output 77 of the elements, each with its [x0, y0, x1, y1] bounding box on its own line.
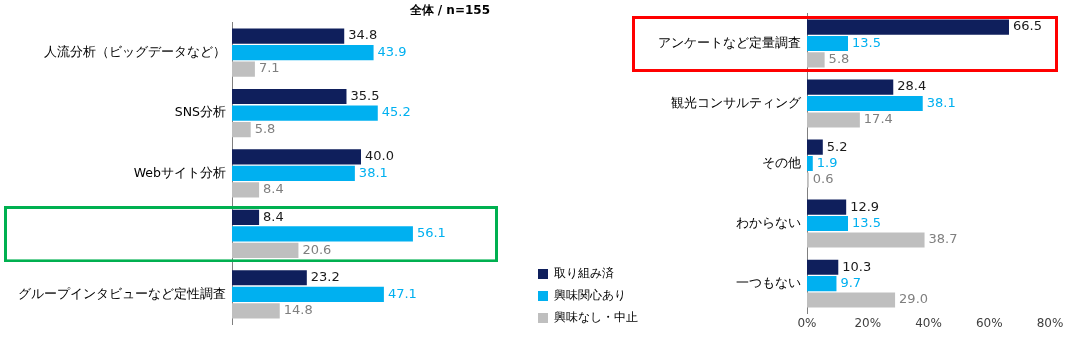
y-tick-label: SNS分析 — [174, 104, 226, 120]
y-tick-label: アンケートなど定量調査 — [658, 34, 801, 50]
y-tick-label: わからない — [736, 214, 801, 230]
bar — [232, 45, 374, 61]
bar — [807, 19, 1009, 35]
y-tick-label: グループインタビューなど定性調査 — [18, 285, 226, 301]
y-tick-label: 一つもない — [736, 274, 801, 290]
data-label: 43.9 — [377, 43, 407, 59]
bar — [232, 105, 378, 121]
data-label: 47.1 — [387, 285, 417, 301]
bar — [807, 199, 847, 215]
bar — [807, 216, 849, 232]
data-label: 45.2 — [381, 104, 411, 120]
data-label: 10.3 — [842, 258, 872, 274]
data-label: 13.5 — [852, 214, 881, 230]
bar — [807, 276, 837, 292]
data-label: 38.7 — [928, 231, 958, 247]
data-label: 0.6 — [812, 171, 834, 187]
y-tick-label: Webサイト分析 — [133, 164, 226, 180]
bar — [232, 165, 355, 182]
bar — [807, 292, 896, 308]
x-tick-label: 40% — [915, 315, 942, 330]
data-label: 66.5 — [1012, 18, 1042, 34]
y-tick-label: 人流分析（ビッグデータなど） — [44, 43, 226, 59]
data-label: 28.4 — [897, 78, 927, 94]
data-label: 13.5 — [852, 34, 881, 50]
bar — [232, 270, 307, 286]
legend-label: 取り組み済 — [554, 266, 614, 281]
data-label: 34.8 — [348, 27, 378, 43]
bar — [807, 156, 813, 172]
bar — [807, 35, 849, 52]
data-label: 5.2 — [826, 138, 848, 154]
bar — [232, 226, 413, 242]
bar — [807, 79, 894, 95]
bar — [232, 209, 260, 225]
data-label: 9.7 — [840, 274, 862, 290]
data-label: 17.4 — [863, 111, 893, 127]
data-label: 14.8 — [283, 302, 313, 318]
data-label: 5.8 — [828, 51, 850, 67]
data-label: 12.9 — [850, 198, 880, 214]
bar — [232, 182, 260, 198]
bar — [807, 112, 860, 128]
data-label: 40.0 — [365, 148, 394, 164]
x-tick-label: 0% — [797, 315, 817, 330]
bar — [232, 61, 255, 77]
data-label: 1.9 — [816, 154, 838, 170]
data-label: 56.1 — [416, 225, 446, 241]
bar — [232, 286, 384, 302]
data-label: 8.4 — [263, 181, 284, 197]
data-label: 7.1 — [258, 60, 280, 76]
bar — [232, 121, 251, 138]
bar — [807, 52, 825, 68]
legend-label: 興味なし・中止 — [554, 310, 638, 325]
bar — [807, 95, 923, 112]
bar — [232, 242, 299, 258]
bar — [232, 88, 347, 105]
bar — [807, 259, 839, 275]
data-label: 35.5 — [350, 87, 380, 103]
data-label: 38.1 — [926, 94, 956, 110]
data-label: 20.6 — [302, 241, 332, 257]
bar — [807, 139, 823, 155]
x-tick-label: 20% — [854, 315, 882, 330]
data-label: 8.4 — [263, 208, 284, 224]
y-tick-label: その他 — [762, 154, 801, 170]
data-label: 29.0 — [899, 291, 929, 307]
legend-label: 興味関心あり — [554, 288, 626, 303]
bar — [232, 303, 280, 319]
bar — [232, 149, 361, 165]
text: 全体 / n=155 — [408, 3, 490, 18]
bar — [807, 232, 925, 248]
data-label: 5.8 — [254, 120, 276, 136]
data-label: 23.2 — [310, 269, 340, 285]
x-tick-label: 80% — [1036, 315, 1064, 330]
y-tick-label: 観光コンサルティング — [671, 94, 802, 110]
data-label: 38.1 — [358, 164, 388, 180]
bar — [232, 28, 345, 44]
x-tick-label: 60% — [975, 315, 1003, 330]
